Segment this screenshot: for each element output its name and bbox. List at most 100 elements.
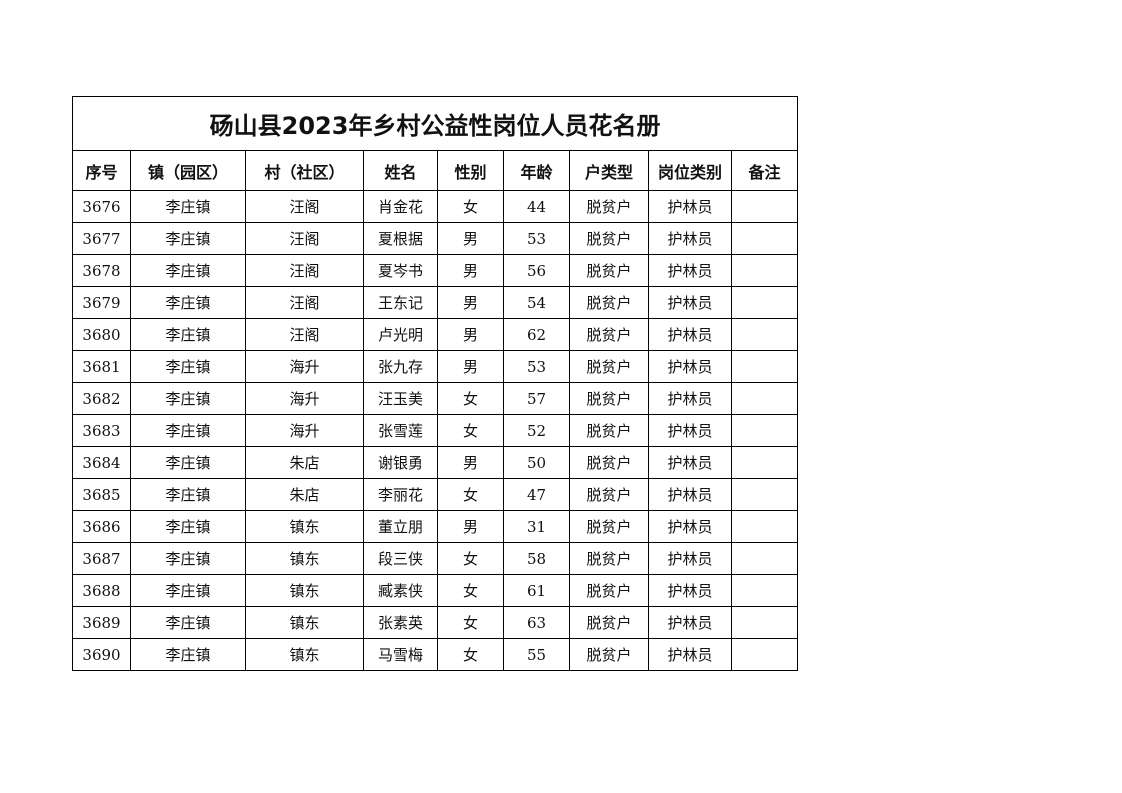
cell-gender: 女 [437,190,504,223]
cell-serial: 3677 [72,222,131,255]
header-name: 姓名 [363,150,438,191]
cell-age: 52 [503,414,570,447]
cell-remarks [730,382,799,415]
cell-village: 汪阁 [245,318,364,351]
cell-gender: 男 [437,222,504,255]
cell-age: 44 [503,190,570,223]
cell-household-type: 脱贫户 [569,478,649,511]
cell-village: 镇东 [245,638,364,671]
cell-household-type: 脱贫户 [569,286,649,319]
cell-serial: 3687 [72,542,131,575]
cell-name: 李丽花 [363,478,438,511]
cell-town: 李庄镇 [130,382,246,415]
cell-household-type: 脱贫户 [569,382,649,415]
cell-serial: 3685 [72,478,131,511]
cell-post-type: 护林员 [648,222,732,255]
header-gender: 性别 [437,150,504,191]
header-age: 年龄 [503,150,570,191]
cell-serial: 3680 [72,318,131,351]
cell-post-type: 护林员 [648,190,732,223]
cell-remarks [730,190,799,223]
cell-remarks [730,318,799,351]
cell-post-type: 护林员 [648,638,732,671]
cell-village: 镇东 [245,574,364,607]
cell-name: 董立朋 [363,510,438,543]
cell-age: 55 [503,638,570,671]
cell-household-type: 脱贫户 [569,542,649,575]
cell-household-type: 脱贫户 [569,606,649,639]
cell-remarks [730,638,799,671]
table-row: 3679 李庄镇 汪阁 王东记男 54 脱贫户 护林员 [72,286,799,319]
cell-village: 朱店 [245,446,364,479]
table-row: 3685 李庄镇 朱店 李丽花女 47 脱贫户 护林员 [72,478,799,511]
cell-remarks [730,222,799,255]
cell-serial: 3683 [72,414,131,447]
cell-village: 汪阁 [245,254,364,287]
cell-post-type: 护林员 [648,350,732,383]
cell-household-type: 脱贫户 [569,446,649,479]
cell-post-type: 护林员 [648,606,732,639]
cell-remarks [730,574,799,607]
table-row: 3677 李庄镇 汪阁 夏根据男 53 脱贫户 护林员 [72,222,799,255]
cell-name: 臧素侠 [363,574,438,607]
cell-name: 肖金花 [363,190,438,223]
cell-serial: 3682 [72,382,131,415]
cell-age: 54 [503,286,570,319]
cell-town: 李庄镇 [130,286,246,319]
cell-post-type: 护林员 [648,286,732,319]
cell-age: 56 [503,254,570,287]
cell-post-type: 护林员 [648,574,732,607]
table-row: 3682 李庄镇 海升 汪玉美女 57 脱贫户 护林员 [72,382,799,415]
table-row: 3676 李庄镇 汪阁 肖金花女 44 脱贫户 护林员 [72,190,799,223]
cell-name: 谢银勇 [363,446,438,479]
cell-gender: 女 [437,382,504,415]
cell-remarks [730,510,799,543]
cell-household-type: 脱贫户 [569,574,649,607]
header-village: 村（社区） [245,150,364,191]
cell-village: 镇东 [245,606,364,639]
cell-post-type: 护林员 [648,478,732,511]
cell-post-type: 护林员 [648,382,732,415]
cell-village: 汪阁 [245,286,364,319]
cell-town: 李庄镇 [130,254,246,287]
cell-remarks [730,286,799,319]
cell-serial: 3679 [72,286,131,319]
cell-remarks [730,606,799,639]
cell-post-type: 护林员 [648,414,732,447]
cell-age: 58 [503,542,570,575]
cell-serial: 3689 [72,606,131,639]
cell-remarks [730,478,799,511]
cell-remarks [730,446,799,479]
cell-post-type: 护林员 [648,446,732,479]
cell-age: 57 [503,382,570,415]
header-remarks: 备注 [730,150,799,191]
cell-town: 李庄镇 [130,414,246,447]
cell-village: 海升 [245,414,364,447]
table-row: 3683 李庄镇 海升 张雪莲女 52 脱贫户 护林员 [72,414,799,447]
cell-name: 张九存 [363,350,438,383]
cell-serial: 3681 [72,350,131,383]
cell-gender: 男 [437,446,504,479]
cell-gender: 男 [437,510,504,543]
roster-table: 砀山县2023年乡村公益性岗位人员花名册 序号 镇（园区） 村（社区） 姓名 性别 年龄户… [71,96,799,671]
cell-age: 47 [503,478,570,511]
cell-remarks [730,254,799,287]
cell-serial: 3684 [72,446,131,479]
cell-household-type: 脱贫户 [569,350,649,383]
cell-name: 张雪莲 [363,414,438,447]
cell-town: 李庄镇 [130,542,246,575]
cell-serial: 3678 [72,254,131,287]
table-row: 3686 李庄镇 镇东 董立朋男 31 脱贫户 护林员 [72,510,799,543]
header-post-type: 岗位类别 [648,150,732,191]
cell-age: 53 [503,350,570,383]
cell-gender: 女 [437,542,504,575]
header-row: 序号 镇（园区） 村（社区） 姓名 性别 年龄 户类型 岗位类别 备注 [72,150,799,191]
table-row: 3687 李庄镇 镇东 段三侠女 58 脱贫户 护林员 [72,542,799,575]
cell-name: 卢光明 [363,318,438,351]
cell-village: 朱店 [245,478,364,511]
table-row: 3689 李庄镇 镇东 张素英女 63 脱贫户 护林员 [72,606,799,639]
cell-town: 李庄镇 [130,510,246,543]
cell-gender: 女 [437,574,504,607]
cell-town: 李庄镇 [130,446,246,479]
cell-household-type: 脱贫户 [569,638,649,671]
